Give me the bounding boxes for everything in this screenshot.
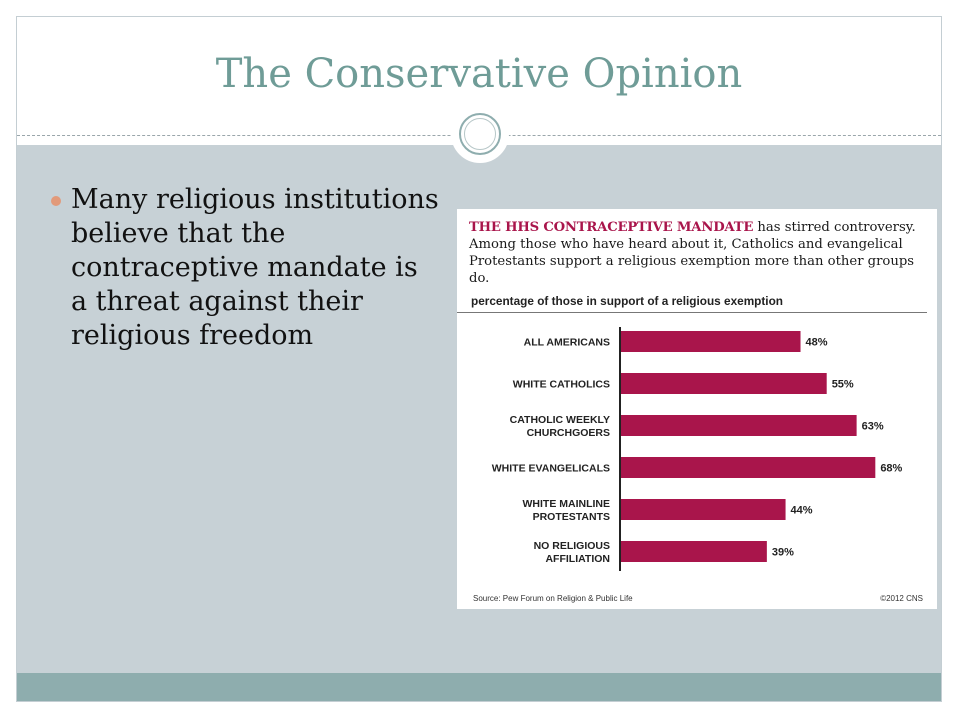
chart-category-label: NO RELIGIOUS AFFILIATION [534,540,610,565]
bar-chart: 48% ALL AMERICANS 55% WHITE CATHOLICS 63% CAT… [492,327,903,571]
chart-category-label: WHITE MAINLINE PROTESTANTS [523,498,611,523]
chart-data-label: 63% [862,421,884,433]
chart-intro-lead: THE HHS CONTRACEPTIVE MANDATE [469,220,754,235]
chart-data-label: 68% [880,463,902,475]
bullet-item: Many religious institutions believe that… [47,183,439,353]
ornament-ring [459,113,501,155]
chart-category-label: ALL AMERICANS [524,337,610,349]
chart-data-label: 55% [832,379,854,391]
chart-bar [621,499,786,520]
circle-ornament-icon [451,105,509,163]
slide-title: The Conservative Opinion [215,51,743,97]
chart-bar [621,457,876,478]
chart-category-label: WHITE CATHOLICS [513,379,610,391]
chart-title: percentage of those in support of a reli… [471,294,784,308]
bullet-dot-icon [51,196,61,206]
chart-bar [621,541,767,562]
chart-source: Source: Pew Forum on Religion & Public L… [473,594,633,603]
bullet-list: Many religious institutions believe that… [47,183,439,353]
chart-credit: ©2012 CNS [880,594,923,603]
bullet-text: Many religious institutions believe that… [71,184,439,351]
chart-category-label: WHITE EVANGELICALS [492,463,610,475]
chart-intro: THE HHS CONTRACEPTIVE MANDATE has stirre… [469,219,931,287]
chart-title-rule [457,312,927,313]
footer-bar [17,673,941,701]
chart-category-label: CATHOLIC WEEKLY CHURCHGOERS [510,414,610,439]
chart-data-label: 48% [806,337,828,349]
chart-image: THE HHS CONTRACEPTIVE MANDATE has stirre… [457,209,937,609]
chart-bar [621,373,827,394]
chart-bar [621,415,857,436]
chart-data-label: 39% [772,547,794,559]
chart-bar [621,331,801,352]
chart-intro-text: has stirred controversy. Among those who… [469,220,916,286]
chart-data-label: 44% [791,505,813,517]
slide-frame: The Conservative Opinion Many religious … [16,16,942,702]
